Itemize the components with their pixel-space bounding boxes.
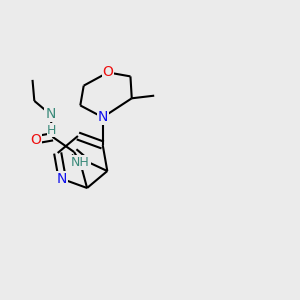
Text: N: N <box>45 107 56 122</box>
Text: NH: NH <box>71 156 90 169</box>
Text: H: H <box>47 124 56 136</box>
Text: N: N <box>57 172 68 186</box>
Text: O: O <box>30 133 41 147</box>
Text: N: N <box>98 110 108 124</box>
Text: O: O <box>103 65 113 80</box>
